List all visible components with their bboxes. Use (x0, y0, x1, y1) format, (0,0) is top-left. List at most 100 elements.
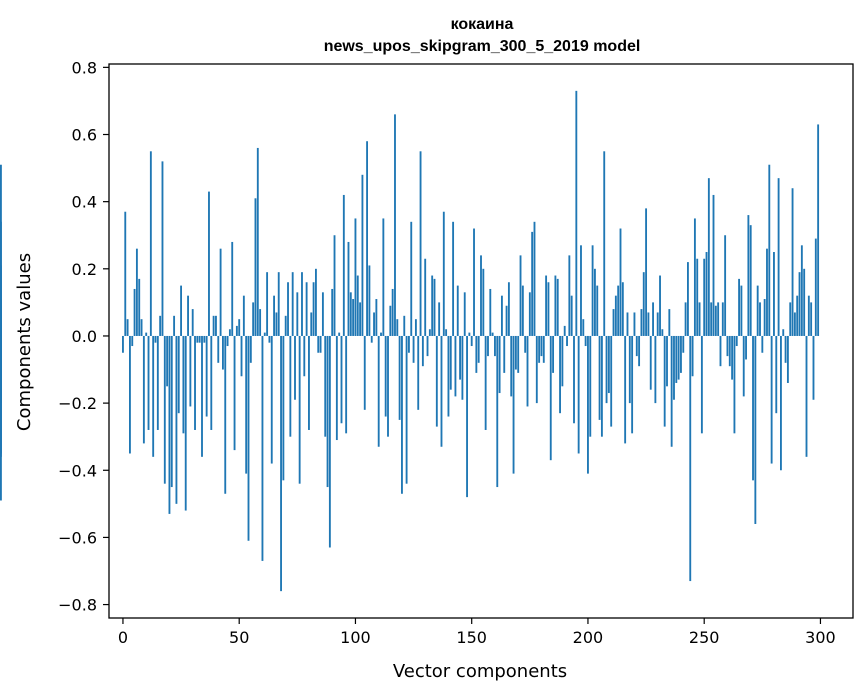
bar (482, 268, 485, 336)
x-tick-label: 0 (118, 628, 128, 647)
bar (740, 285, 743, 336)
y-axis: −0.8 −0.6 −0.4 −0.2 0.0 0.2 0.4 0.6 0.8 (58, 58, 109, 615)
bar (345, 335, 348, 434)
bar (333, 235, 336, 336)
bar (707, 178, 710, 336)
bar (652, 302, 654, 336)
bar (133, 288, 136, 336)
bar (705, 252, 708, 336)
bar (677, 335, 680, 380)
bar (240, 335, 243, 377)
bar (605, 335, 608, 404)
bar (640, 309, 643, 336)
bar (545, 275, 548, 336)
bar (217, 335, 220, 363)
y-tick-label: −0.6 (58, 528, 97, 547)
plot-area-frame (108, 63, 854, 619)
bar (228, 329, 231, 336)
bar (714, 305, 717, 336)
bar (628, 335, 631, 404)
bar (654, 335, 657, 404)
bar (447, 335, 450, 417)
bar (505, 305, 508, 336)
bar (559, 335, 561, 414)
bar (380, 332, 382, 336)
bar (594, 268, 596, 336)
bar (561, 335, 564, 387)
bar (368, 265, 371, 336)
bar (510, 335, 513, 397)
bar (484, 335, 487, 430)
bar (445, 329, 448, 336)
bar (575, 90, 578, 336)
chart-subtitle: news_upos_skipgram_300_5_2019 model (324, 38, 641, 55)
bar (738, 278, 741, 336)
bar (231, 241, 234, 336)
bar (587, 335, 589, 474)
bar (349, 292, 352, 336)
bar (384, 335, 387, 417)
bar (470, 335, 473, 347)
bar (468, 332, 471, 336)
bar (401, 335, 403, 494)
bar (614, 295, 617, 336)
bar (775, 335, 778, 414)
bar (491, 332, 494, 336)
bar (259, 309, 262, 336)
bar (721, 302, 724, 336)
bar (817, 124, 820, 336)
bar (224, 335, 227, 494)
bar (433, 278, 436, 336)
bar (124, 211, 127, 336)
bar (373, 312, 375, 336)
bar (256, 147, 259, 336)
bar (331, 288, 334, 336)
bar (122, 335, 124, 353)
bar (254, 198, 257, 336)
bar (459, 335, 461, 380)
bar (473, 228, 475, 336)
bar (226, 335, 229, 347)
bar (263, 332, 266, 336)
bar (773, 252, 775, 336)
bar (328, 335, 331, 548)
bar (754, 335, 757, 524)
bar (177, 335, 180, 414)
bar (661, 329, 664, 336)
bar (698, 302, 701, 336)
bar (321, 292, 324, 336)
bar (752, 335, 754, 481)
bar (477, 335, 480, 363)
bar (728, 335, 731, 367)
bar (287, 282, 289, 336)
bar (635, 335, 638, 357)
bar (203, 335, 206, 343)
bar (201, 335, 203, 457)
bar (733, 335, 736, 434)
bar (166, 335, 169, 387)
bar (554, 275, 557, 336)
bar (205, 335, 208, 417)
bar (280, 335, 282, 592)
bar (426, 335, 429, 357)
bar (726, 335, 729, 357)
bar (340, 335, 343, 424)
bar (196, 335, 199, 343)
bar (184, 335, 187, 511)
bar (531, 231, 534, 336)
bar (296, 292, 299, 336)
bar (600, 335, 603, 437)
bar (647, 312, 650, 336)
bar (670, 335, 673, 447)
bar (405, 335, 408, 484)
bar (549, 335, 552, 461)
y-tick-label: 0.4 (72, 193, 97, 212)
bar (131, 335, 134, 347)
bar (440, 335, 443, 447)
bar (375, 299, 378, 336)
bar (621, 282, 624, 336)
bar (159, 315, 162, 336)
bar (308, 335, 310, 430)
bar (442, 211, 445, 336)
bar (519, 255, 522, 336)
